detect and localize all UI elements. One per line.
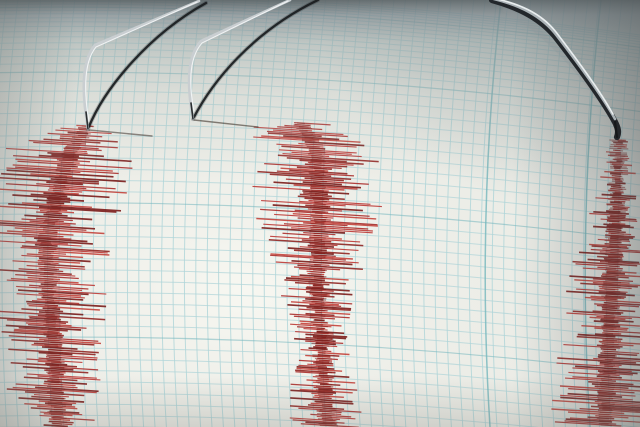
seismograph-pen-3 [488, 0, 622, 141]
pen-arm-shadow [86, 1, 208, 131]
pen-nib [190, 102, 194, 120]
pen-arm-shadow [191, 0, 320, 121]
pen-nib [613, 120, 619, 139]
pen-tip-shadow [193, 119, 259, 128]
seismograph-pen-1 [82, 0, 209, 137]
pen-arm-highlight [498, 0, 614, 115]
seismograph-pens [82, 0, 622, 141]
pen-tip-shadow [88, 129, 153, 137]
pen-arm-highlight [85, 1, 198, 122]
pen-arm [492, 0, 617, 121]
pen-nib [85, 111, 89, 130]
pen-arm-highlight [190, 0, 289, 112]
seismograph-pen-2 [187, 0, 321, 128]
pen-arm-dark [488, 0, 622, 141]
